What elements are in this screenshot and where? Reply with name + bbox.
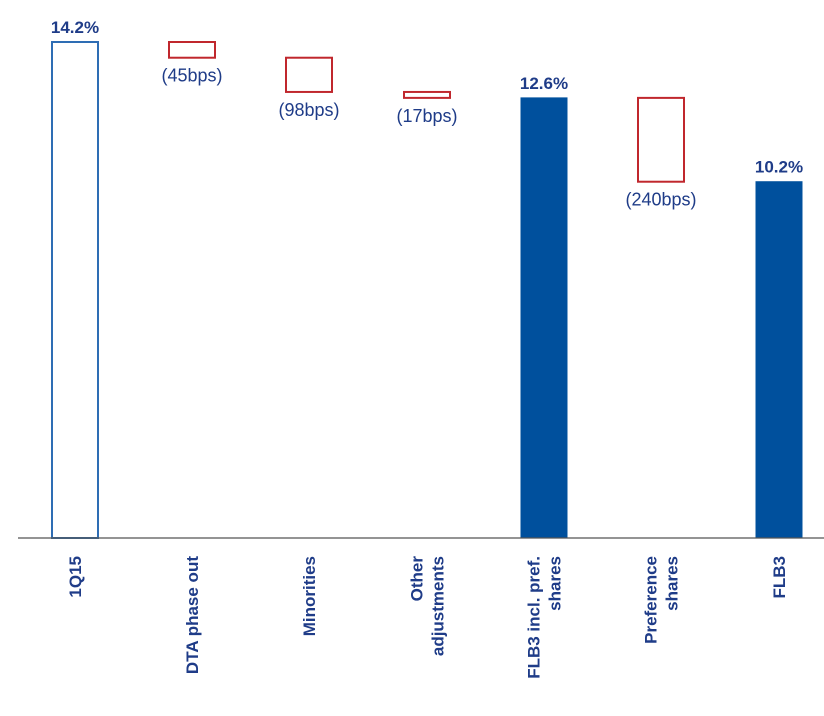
bar-2 [168,41,216,59]
value-label-7: 10.2% [755,158,803,177]
value-labels-layer: 14.2% (45bps) (98bps) (17bps) 12.6% (240bps) 1… [51,18,803,210]
value-label-1: 14.2% [51,18,99,37]
bars-layer [51,41,803,539]
category-label-6: Preference shares [642,556,682,644]
category-label-2: DTA phase out [183,556,202,674]
value-label-2: (45bps) [161,66,222,86]
value-label-6: (240bps) [625,190,696,210]
value-label-3: (98bps) [278,100,339,120]
value-label-4: (17bps) [396,106,457,126]
bar-4 [403,90,451,99]
category-label-line: FLB3 incl. pref. [525,556,544,679]
bar-6 [637,96,685,183]
category-label-line: adjustments [429,556,448,656]
category-label-line: Other [408,556,427,602]
category-label-5: FLB3 incl. pref. shares [525,556,565,679]
bar-5 [520,97,568,539]
category-label-line: Preference [642,556,661,644]
category-label-line: 1Q15 [66,556,85,598]
category-label-4: Other adjustments [408,556,448,657]
bar-7 [755,181,803,539]
category-label-1: 1Q15 [66,556,85,598]
category-label-line: shares [663,556,682,611]
category-label-7: FLB3 [770,556,789,599]
category-label-3: Minorities [300,556,319,636]
category-label-line: Minorities [300,556,319,636]
category-label-line: shares [546,556,565,611]
category-labels-layer: 1Q15 DTA phase out Minorities Other adjustme… [66,556,789,679]
bar-1 [51,41,99,539]
value-label-5: 12.6% [520,74,568,93]
category-label-line: FLB3 [770,556,789,599]
category-label-line: DTA phase out [183,556,202,674]
bar-3 [285,56,333,93]
